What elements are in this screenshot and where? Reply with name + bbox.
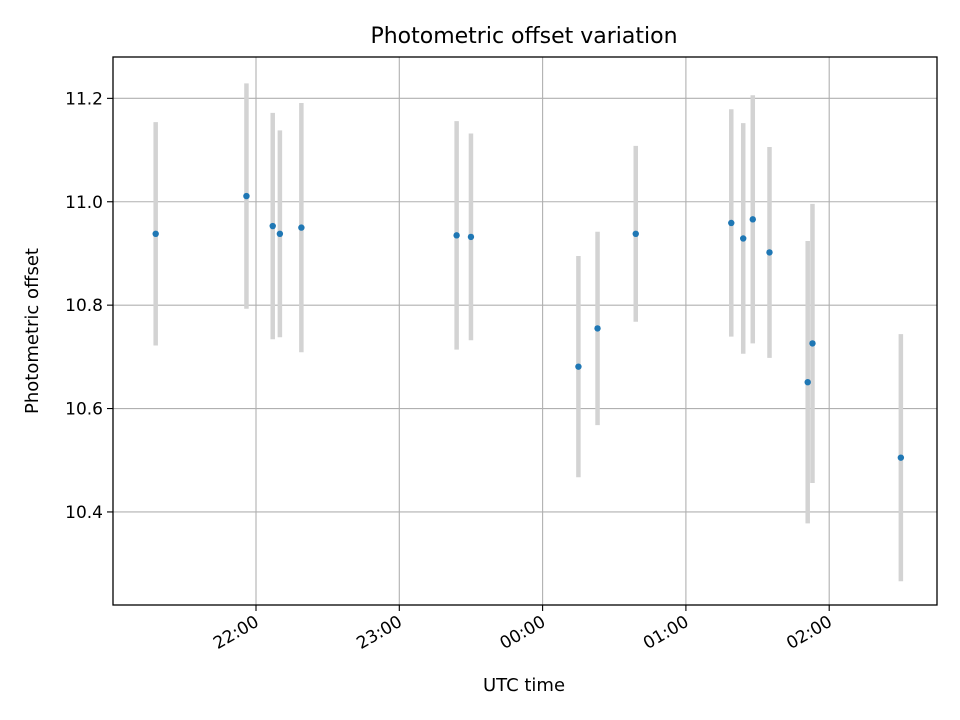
data-point: [804, 378, 811, 386]
y-axis-label: Photometric offset: [22, 248, 43, 414]
y-tick-label: 11.0: [65, 193, 103, 213]
y-tick-label: 10.6: [65, 400, 103, 420]
data-point: [897, 454, 905, 461]
y-tick-label: 10.4: [65, 503, 103, 523]
data-point: [749, 216, 756, 223]
data-point: [243, 192, 250, 200]
y-axis-ticks: 10.4 10.6 10.8 11.0 11.2: [65, 89, 113, 523]
data-point: [594, 325, 601, 332]
data-point: [728, 219, 735, 227]
data-point: [269, 222, 276, 230]
data-point: [467, 233, 475, 241]
y-tick-label: 11.2: [65, 89, 103, 109]
data-point: [632, 230, 639, 238]
data-point: [152, 230, 159, 238]
data-point: [276, 230, 284, 238]
x-axis-label: UTC time: [483, 675, 565, 696]
data-point: [740, 235, 747, 242]
grid: [113, 57, 937, 605]
data-point: [766, 249, 773, 256]
plot-frame: [112, 56, 938, 606]
data-points: [152, 192, 905, 461]
data-point: [575, 363, 582, 370]
y-tick-label: 10.8: [65, 296, 103, 316]
chart-title: Photometric offset variation: [370, 24, 677, 49]
data-point: [809, 340, 816, 347]
data-point: [298, 224, 305, 231]
data-point: [453, 232, 460, 239]
